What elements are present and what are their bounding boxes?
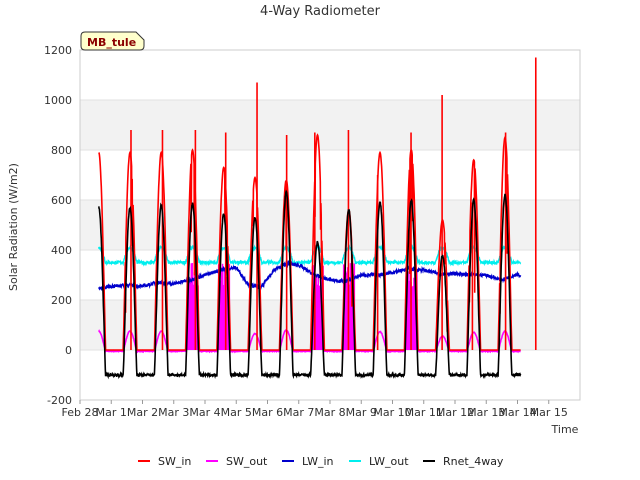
sw-out-fill <box>414 270 416 350</box>
sw-out-fill <box>351 267 354 350</box>
sw-out-fill <box>348 284 351 350</box>
x-tick-label: Mar 2 <box>127 406 158 419</box>
x-tick-label: Mar 4 <box>189 406 220 419</box>
y-tick-label: 200 <box>51 294 72 307</box>
legend-label: SW_out <box>226 455 268 468</box>
sw-out-fill <box>409 263 411 350</box>
sw-out-fill <box>318 285 320 350</box>
sw-out-fill <box>226 279 229 350</box>
y-tick-label: 1200 <box>44 44 72 57</box>
x-tick-label: Mar 6 <box>252 406 283 419</box>
legend: SW_in SW_out LW_in LW_out Rnet_4way <box>138 455 504 468</box>
x-tick-label: Mar 11 <box>405 406 443 419</box>
x-tick-label: Mar 12 <box>436 406 474 419</box>
sw-out-fill <box>189 280 192 350</box>
x-axis-label: Time <box>551 423 579 436</box>
sw-out-fill <box>223 269 226 350</box>
y-tick-label: 800 <box>51 144 72 157</box>
sw-out-fill <box>406 275 408 350</box>
plot-background-bands <box>80 100 580 350</box>
sw-out-fill <box>411 287 413 350</box>
plot-band <box>80 300 580 350</box>
x-tick-label: Mar 8 <box>314 406 345 419</box>
x-tick-label: Mar 15 <box>530 406 568 419</box>
series-sw-in <box>98 133 521 351</box>
series-lw-in <box>98 259 522 292</box>
legend-label: SW_in <box>158 455 191 468</box>
y-tick-label: 1000 <box>44 94 72 107</box>
sw-out-fill <box>413 277 415 350</box>
x-tick-label: Mar 1 <box>96 406 127 419</box>
sw-out-fill <box>222 284 225 350</box>
x-tick-label: Mar 14 <box>498 406 536 419</box>
x-tick-label: Mar 10 <box>373 406 411 419</box>
legend-label: LW_in <box>302 455 334 468</box>
sw-out-fill <box>319 287 321 350</box>
sw-out-fill <box>315 277 318 350</box>
sw-out-fill <box>317 276 319 350</box>
series-lw-out <box>98 243 522 267</box>
x-tick-label: Mar 3 <box>158 406 189 419</box>
sw-out-fill <box>316 284 319 350</box>
y-tick-label: -200 <box>47 394 72 407</box>
sw-out-fill <box>345 272 348 350</box>
series-layer <box>98 57 537 380</box>
x-tick-label: Mar 7 <box>283 406 314 419</box>
sw-out-fill <box>190 263 193 350</box>
sw-out-fill <box>191 263 194 350</box>
sw-out-fill <box>187 283 190 350</box>
sw-out-fill <box>192 284 194 350</box>
sw-out-fill <box>343 279 346 350</box>
sw-out-fill <box>408 280 410 350</box>
y-tick-label: 400 <box>51 244 72 257</box>
chart-title: 4-Way Radiometer <box>260 4 381 19</box>
sw-out-fill <box>221 263 224 350</box>
legend-label: Rnet_4way <box>443 455 504 468</box>
sw-out-fill <box>344 271 347 350</box>
y-tick-label: 600 <box>51 194 72 207</box>
x-tick-label: Mar 9 <box>346 406 377 419</box>
sw-out-fill <box>349 263 352 350</box>
series-rnet-4way <box>98 189 522 380</box>
sw-out-fill <box>193 272 195 350</box>
x-tick-label: Mar 13 <box>467 406 505 419</box>
plot-band <box>80 100 580 150</box>
sw-out-fill <box>407 271 409 350</box>
sw-out-fill <box>219 280 222 350</box>
sw-out-fill <box>346 267 349 350</box>
sw-out-fill <box>220 267 223 350</box>
site-badge: MB_tule <box>80 31 145 51</box>
series-sw-out <box>98 329 521 355</box>
sw-out-fill <box>412 285 414 350</box>
y-axis-label: Solar Radiation (W/m2) <box>7 163 20 291</box>
x-tick-label: Feb 28 <box>62 406 99 419</box>
sw-out-fill <box>188 282 191 350</box>
y-tick-label: 0 <box>65 344 72 357</box>
y-axis: -200 0 200 400 600 800 1000 1200 <box>44 44 72 407</box>
site-badge-label: MB_tule <box>87 36 136 49</box>
legend-label: LW_out <box>369 455 409 468</box>
x-tick-label: Mar 5 <box>221 406 252 419</box>
